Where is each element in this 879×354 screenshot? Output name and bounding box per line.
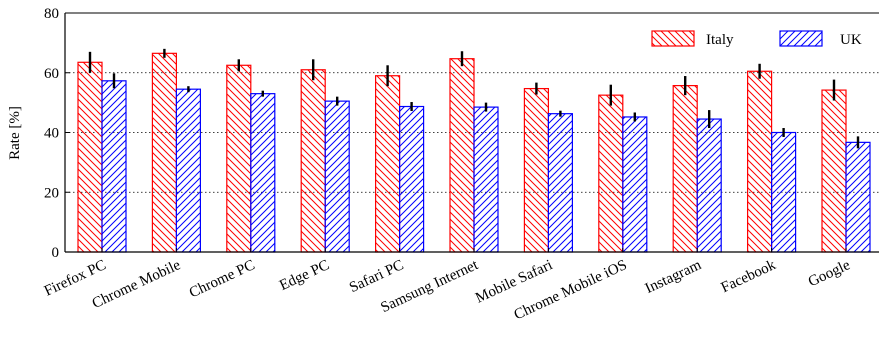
y-tick-label: 60 bbox=[44, 66, 59, 82]
legend-swatch-uk bbox=[779, 30, 823, 47]
bar-italy-edge-pc bbox=[300, 69, 326, 253]
legend: Italy UK bbox=[651, 30, 862, 48]
legend-label-uk: UK bbox=[840, 32, 862, 48]
y-tick-label: 0 bbox=[52, 245, 60, 261]
bar-italy-google bbox=[821, 89, 847, 253]
y-axis-label: Rate [%] bbox=[7, 106, 23, 160]
bar-italy-samsung-internet bbox=[449, 58, 475, 253]
bar-italy-instagram bbox=[672, 84, 698, 253]
x-tick-label: Instagram bbox=[643, 257, 704, 297]
bar-italy-firefox-pc bbox=[77, 61, 103, 253]
bar-uk-firefox-pc bbox=[101, 80, 127, 253]
bar-italy-chrome-mobile bbox=[151, 52, 177, 253]
y-tick-label: 40 bbox=[44, 126, 59, 142]
bar-uk-chrome-pc bbox=[250, 93, 276, 253]
bar-uk-chrome-mobile-ios bbox=[622, 116, 648, 253]
bar-uk-google bbox=[845, 141, 871, 253]
bar-uk-chrome-mobile bbox=[175, 88, 201, 253]
bar-uk-safari-pc bbox=[399, 105, 425, 253]
bar-italy-mobile-safari bbox=[523, 87, 550, 253]
bar-uk-mobile-safari bbox=[547, 113, 574, 253]
bar-italy-facebook bbox=[746, 70, 773, 253]
bars bbox=[77, 48, 871, 253]
x-tick-label: Facebook bbox=[719, 257, 779, 296]
bar-uk-facebook bbox=[770, 131, 797, 253]
x-tick-label: Edge PC bbox=[277, 257, 332, 294]
y-tick-label: 80 bbox=[44, 6, 59, 22]
legend-swatch-italy bbox=[651, 30, 695, 47]
bar-italy-chrome-pc bbox=[226, 64, 252, 253]
legend-label-italy: Italy bbox=[706, 32, 734, 48]
x-tick-label: Safari PC bbox=[347, 257, 406, 296]
bar-italy-chrome-mobile-ios bbox=[598, 94, 624, 253]
bar-uk-samsung-internet bbox=[473, 106, 499, 253]
y-tick-label: 20 bbox=[44, 185, 59, 201]
x-tick-label: Google bbox=[806, 257, 853, 290]
bar-italy-safari-pc bbox=[375, 75, 401, 253]
x-tick-label: Chrome PC bbox=[187, 257, 258, 301]
bar-uk-edge-pc bbox=[324, 100, 350, 253]
bar-uk-instagram bbox=[696, 118, 722, 253]
